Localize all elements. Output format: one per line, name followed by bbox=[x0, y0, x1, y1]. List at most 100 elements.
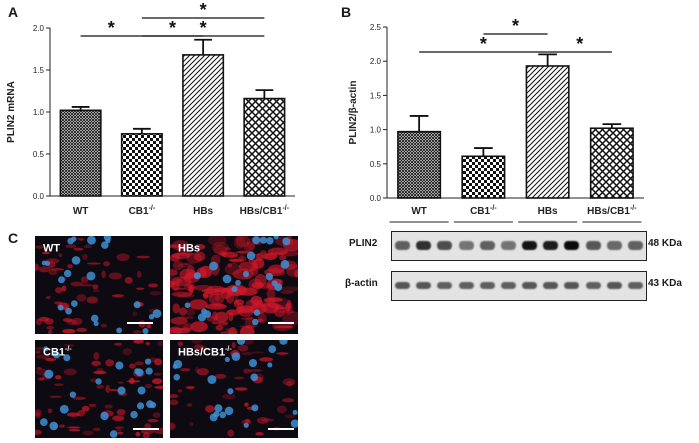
lipid-stain bbox=[243, 368, 251, 374]
lipid-stain bbox=[147, 418, 159, 423]
lipid-stain bbox=[35, 429, 42, 435]
nucleus bbox=[101, 241, 109, 249]
lipid-stain bbox=[227, 263, 233, 268]
lipid-stain bbox=[92, 289, 100, 293]
x-tick-label: HBs bbox=[193, 206, 213, 217]
lipid-stain bbox=[191, 340, 203, 345]
nucleus bbox=[44, 260, 51, 266]
lipid-stain bbox=[233, 376, 245, 380]
nucleus bbox=[207, 375, 217, 385]
blot-size-beta-actin: 43 KDa bbox=[648, 278, 682, 289]
lipid-stain bbox=[177, 293, 195, 298]
lipid-stain bbox=[205, 303, 227, 310]
lipid-stain bbox=[62, 318, 73, 323]
nucleus bbox=[251, 404, 259, 412]
lipid-stain bbox=[129, 377, 135, 385]
blot-row-plin2 bbox=[391, 231, 647, 261]
nucleus bbox=[144, 358, 152, 365]
lipid-stain bbox=[189, 422, 194, 427]
nucleus bbox=[130, 410, 138, 419]
nucleus bbox=[203, 310, 212, 318]
blot-size-plin2: 48 KDa bbox=[648, 238, 682, 249]
bar bbox=[589, 127, 634, 199]
y-axis-label: PLIN2/β-actin bbox=[348, 81, 359, 145]
lipid-stain bbox=[280, 286, 298, 292]
lipid-stain bbox=[258, 282, 273, 290]
lipid-stain bbox=[284, 301, 294, 315]
blot-band bbox=[437, 282, 453, 289]
scale-bar bbox=[127, 322, 153, 324]
lipid-stain bbox=[135, 431, 141, 437]
lipid-stain bbox=[37, 377, 45, 381]
lipid-stain bbox=[255, 432, 264, 436]
lipid-stain bbox=[286, 299, 292, 309]
nucleus bbox=[69, 391, 77, 398]
lipid-stain bbox=[78, 238, 85, 241]
nucleus bbox=[173, 373, 181, 381]
lipid-stain bbox=[134, 361, 144, 366]
significance-star: * bbox=[169, 18, 176, 38]
lipid-stain bbox=[260, 250, 267, 254]
significance-star: * bbox=[200, 18, 207, 38]
lipid-stain bbox=[45, 295, 51, 299]
lipid-stain bbox=[282, 398, 295, 403]
blot-band bbox=[479, 282, 495, 289]
lipid-stain bbox=[224, 328, 235, 331]
lipid-stain bbox=[210, 303, 224, 307]
lipid-stain bbox=[262, 253, 278, 260]
y-tick-label: 2.0 bbox=[33, 24, 45, 33]
x-tick-label: WT bbox=[73, 206, 89, 217]
lipid-stain bbox=[244, 418, 251, 424]
lipid-stain bbox=[73, 247, 84, 251]
lipid-stain bbox=[183, 322, 194, 332]
lipid-stain bbox=[66, 426, 81, 429]
nucleus bbox=[290, 419, 298, 428]
lipid-stain bbox=[35, 409, 42, 417]
blot-band bbox=[543, 241, 559, 250]
lipid-stain bbox=[76, 327, 88, 333]
nucleus bbox=[43, 346, 49, 352]
bar bbox=[243, 97, 286, 197]
lipid-stain bbox=[278, 250, 298, 257]
nucleus bbox=[53, 351, 61, 359]
blot-label-beta-actin: β-actin bbox=[345, 278, 378, 289]
y-tick-label: 2.5 bbox=[370, 23, 382, 32]
lipid-stain bbox=[54, 375, 62, 380]
nucleus bbox=[242, 270, 250, 278]
lipid-stain bbox=[251, 351, 265, 354]
lipid-stain bbox=[35, 263, 40, 272]
lipid-stain bbox=[186, 403, 193, 407]
lipid-stain bbox=[227, 326, 238, 334]
nucleus bbox=[58, 276, 65, 284]
lipid-stain bbox=[55, 287, 63, 294]
lipid-stain bbox=[170, 326, 182, 334]
lipid-stain bbox=[35, 412, 41, 419]
micrograph-wt: WT bbox=[35, 236, 163, 334]
lipid-stain bbox=[105, 359, 115, 367]
lipid-stain bbox=[42, 251, 51, 255]
y-tick-label: 1.5 bbox=[370, 91, 382, 100]
lipid-stain bbox=[273, 325, 294, 329]
lipid-stain bbox=[105, 384, 110, 393]
nucleus bbox=[224, 406, 234, 416]
nucleus bbox=[252, 236, 261, 245]
bar bbox=[397, 130, 442, 199]
nucleus bbox=[273, 236, 279, 240]
lipid-stain bbox=[101, 270, 106, 279]
lipid-stain bbox=[149, 291, 162, 296]
bar bbox=[120, 133, 163, 197]
micrograph-label-cb1-ko: CB1-/- bbox=[43, 346, 72, 359]
nucleus bbox=[292, 409, 298, 415]
lipid-stain bbox=[38, 266, 51, 273]
micrograph-label-hbs: HBs bbox=[178, 242, 201, 255]
y-tick-label: 0.5 bbox=[370, 160, 382, 169]
scale-bar bbox=[268, 322, 294, 324]
lipid-stain bbox=[244, 402, 249, 407]
lipid-stain bbox=[170, 276, 179, 289]
blot-band bbox=[606, 241, 622, 250]
x-tick-label: HBs/CB1-/- bbox=[240, 205, 290, 217]
lipid-stain bbox=[248, 368, 263, 373]
lipid-stain bbox=[170, 422, 176, 431]
lipid-stain bbox=[81, 405, 90, 412]
lipid-stain bbox=[208, 236, 227, 247]
